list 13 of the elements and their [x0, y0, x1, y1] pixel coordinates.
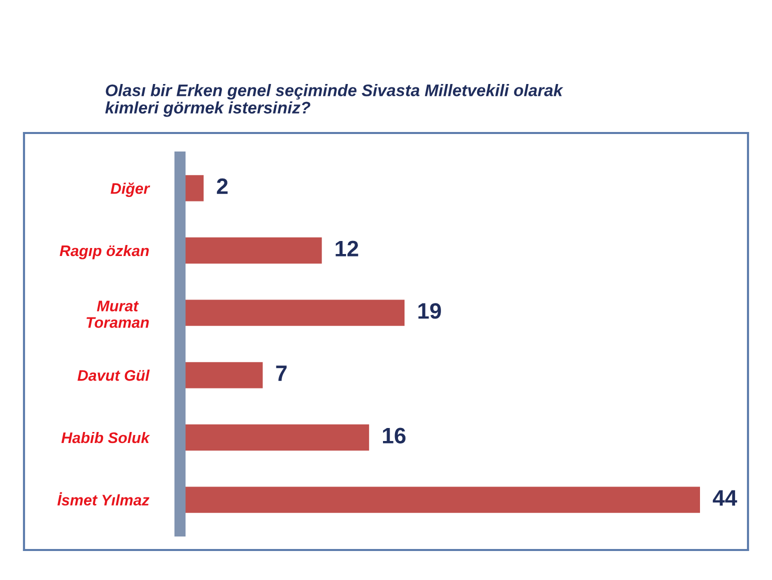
y-tick-label: Murat Toraman — [86, 300, 149, 328]
data-label: 7 — [276, 366, 287, 381]
data-label: 44 — [712, 490, 738, 506]
y-tick-label: Habib Soluk — [61, 432, 150, 444]
data-label: 12 — [336, 240, 358, 256]
data-label: 2 — [216, 178, 228, 194]
y-tick-label: Diğer — [110, 182, 150, 197]
data-label: 19 — [418, 303, 441, 319]
chart-title: Olası bir Erken genel seçiminde Sivasta Milletvekili olarak kimleri görmek istersiniz? — [105, 84, 564, 117]
y-tick-label: Davut Gül — [78, 370, 150, 381]
y-tick-label: İsmet Yılmaz — [57, 492, 150, 506]
y-tick-label: Ragıp özkan — [60, 244, 149, 260]
data-label: 16 — [382, 428, 406, 444]
